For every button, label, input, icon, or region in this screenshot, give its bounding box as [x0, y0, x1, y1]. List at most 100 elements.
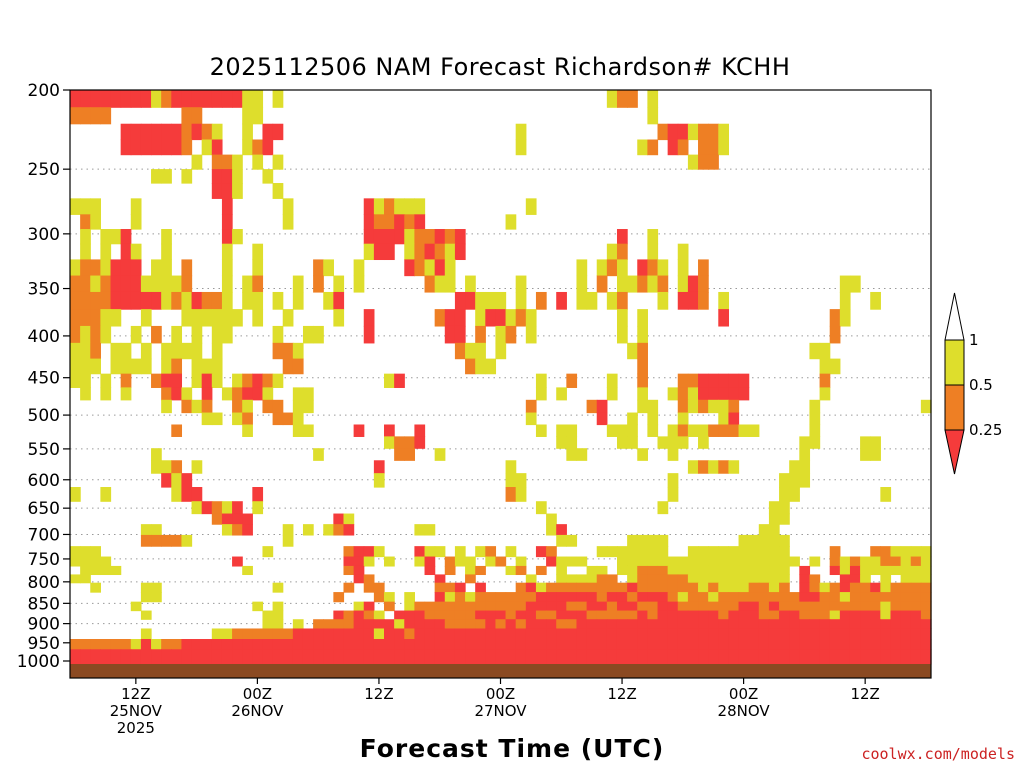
heatmap-cell: [677, 619, 689, 630]
heatmap-cell: [637, 574, 648, 584]
heatmap-cell: [252, 90, 264, 108]
heatmap-cell: [556, 601, 567, 612]
heatmap-cell: [211, 291, 223, 310]
heatmap-cell: [363, 610, 375, 620]
heatmap-cell: [586, 639, 598, 650]
heatmap-cell: [505, 214, 517, 230]
heatmap-cell: [667, 487, 679, 502]
heatmap-cell: [576, 639, 588, 650]
heatmap-cell: [708, 556, 719, 567]
heatmap-cell: [353, 556, 365, 567]
heatmap-cell: [748, 574, 760, 584]
heatmap-cell: [718, 574, 730, 584]
heatmap-cell: [171, 639, 183, 650]
heatmap-cell: [130, 123, 142, 141]
heatmap-cell: [829, 565, 841, 576]
heatmap-cell: [130, 139, 142, 156]
heatmap-cell: [70, 291, 81, 310]
heatmap-cell: [515, 291, 527, 310]
heatmap-cell: [657, 592, 669, 603]
heatmap-cell: [870, 546, 881, 558]
heatmap-cell: [860, 582, 871, 593]
heatmap-cell: [110, 565, 122, 576]
heatmap-cell: [860, 565, 871, 576]
heatmap-cell: [890, 582, 902, 593]
heatmap-cell: [647, 556, 659, 567]
heatmap-cell: [535, 546, 547, 558]
heatmap-cell: [140, 592, 152, 603]
heatmap-cell: [677, 565, 689, 576]
heatmap-cell: [252, 628, 264, 640]
heatmap-cell: [799, 639, 811, 650]
heatmap-cell: [535, 373, 547, 388]
heatmap-cell: [353, 619, 365, 630]
heatmap-cell: [434, 582, 446, 593]
heatmap-cell: [221, 183, 233, 199]
heatmap-cell: [738, 534, 750, 547]
y-tick-label: 350: [28, 280, 60, 300]
heatmap-cell: [768, 534, 780, 547]
heatmap-cell: [687, 275, 699, 293]
heatmap-cell: [505, 460, 517, 474]
heatmap-cell: [779, 601, 790, 612]
heatmap-cell: [880, 649, 892, 665]
heatmap-cell: [100, 565, 112, 576]
heatmap-cell: [637, 448, 648, 461]
heatmap-cell: [151, 275, 162, 293]
heatmap-cell: [809, 610, 821, 620]
heatmap-cell: [718, 639, 730, 650]
heatmap-cell: [849, 275, 861, 293]
heatmap-cell: [181, 399, 193, 414]
heatmap-cell: [272, 412, 284, 426]
heatmap-cell: [748, 592, 760, 603]
heatmap-cell: [353, 424, 365, 437]
heatmap-cell: [809, 592, 821, 603]
heatmap-cell: [80, 565, 91, 576]
heatmap-cell: [718, 619, 730, 630]
heatmap-cell: [80, 229, 91, 245]
heatmap-cell: [292, 628, 304, 640]
heatmap-cell: [667, 139, 679, 156]
heatmap-cell: [606, 373, 618, 388]
heatmap-cell: [839, 275, 851, 293]
heatmap-cell: [292, 649, 304, 665]
heatmap-cell: [262, 639, 274, 650]
heatmap-cell: [698, 424, 709, 437]
colorbar-label: 0.5: [969, 376, 993, 394]
heatmap-cell: [809, 601, 821, 612]
heatmap-cell: [799, 448, 811, 461]
heatmap-cell: [728, 628, 740, 640]
heatmap-cell: [860, 628, 871, 640]
heatmap-cell: [211, 628, 223, 640]
heatmap-cell: [373, 639, 385, 650]
heatmap-cell: [414, 556, 426, 567]
heatmap-cell: [779, 649, 790, 665]
heatmap-cell: [627, 574, 638, 584]
heatmap-cell: [191, 399, 203, 414]
heatmap-cell: [465, 291, 476, 310]
heatmap-cell: [687, 565, 699, 576]
heatmap-cell: [414, 649, 426, 665]
heatmap-cell: [799, 460, 811, 474]
heatmap-cell: [130, 198, 142, 215]
heatmap-cell: [606, 424, 618, 437]
heatmap-cell: [333, 649, 345, 665]
heatmap-cell: [90, 275, 101, 293]
heatmap-cell: [404, 198, 415, 215]
credit-link[interactable]: coolwx.com/models: [861, 745, 1015, 763]
heatmap-cell: [302, 399, 314, 414]
heatmap-cell: [910, 582, 922, 593]
heatmap-cell: [373, 592, 385, 603]
heatmap-cell: [870, 628, 881, 640]
heatmap-cell: [201, 123, 213, 141]
heatmap-cell: [110, 309, 122, 327]
heatmap-cell: [90, 582, 101, 593]
heatmap-cell: [606, 610, 618, 620]
heatmap-cell: [687, 460, 699, 474]
heatmap-cell: [373, 546, 385, 558]
heatmap-cell: [100, 649, 112, 665]
heatmap-cell: [586, 565, 598, 576]
heatmap-cell: [515, 582, 527, 593]
heatmap-cell: [221, 259, 233, 277]
